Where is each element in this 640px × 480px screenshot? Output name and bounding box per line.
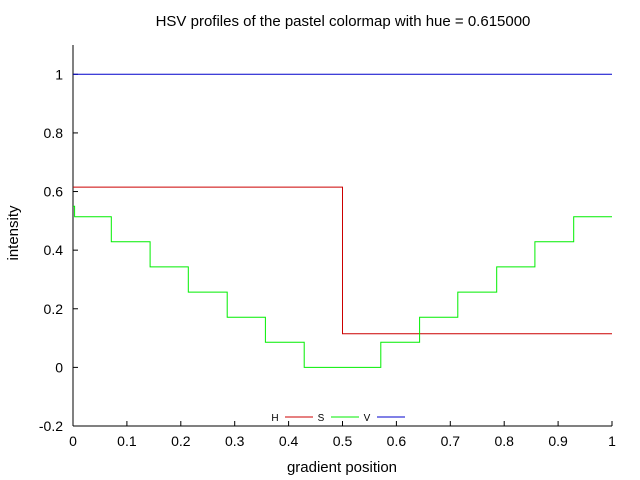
- legend-label-s: S: [318, 413, 325, 424]
- x-tick-label: 0: [69, 433, 77, 449]
- x-tick-label: 0.8: [494, 433, 514, 449]
- x-tick-label: 0.1: [117, 433, 137, 449]
- y-tick-label: -0.2: [39, 418, 63, 434]
- y-axis-label: intensity: [5, 205, 22, 261]
- y-tick-label: 0.4: [44, 242, 64, 258]
- series-line-s: [73, 205, 612, 368]
- x-tick-label: 0.5: [333, 433, 353, 449]
- y-tick-label: 0.2: [44, 301, 64, 317]
- chart-title: HSV profiles of the pastel colormap with…: [156, 13, 531, 30]
- legend-label-v: V: [364, 413, 371, 424]
- y-tick-label: 0.6: [44, 184, 64, 200]
- x-tick-label: 0.3: [225, 433, 245, 449]
- x-tick-label: 1: [608, 433, 616, 449]
- x-tick-label: 0.2: [171, 433, 191, 449]
- x-tick-label: 0.6: [387, 433, 407, 449]
- plot-area: 0 0.1 0.2 0.3 0.4 0.5 0.6 0.7 0.8 0.9 1 -0.2 0 0.2 0.4…: [39, 45, 616, 449]
- legend-label-h: H: [271, 413, 278, 424]
- y-tick-label: 0: [55, 359, 63, 375]
- y-tick-label: 1: [55, 66, 63, 82]
- x-tick-label: 0.9: [548, 433, 568, 449]
- series-line-h: [73, 186, 612, 335]
- y-tick-label: 0.8: [44, 125, 64, 141]
- x-tick-label: 0.7: [441, 433, 461, 449]
- x-axis-label: gradient position: [287, 459, 397, 476]
- x-tick-label: 0.4: [279, 433, 299, 449]
